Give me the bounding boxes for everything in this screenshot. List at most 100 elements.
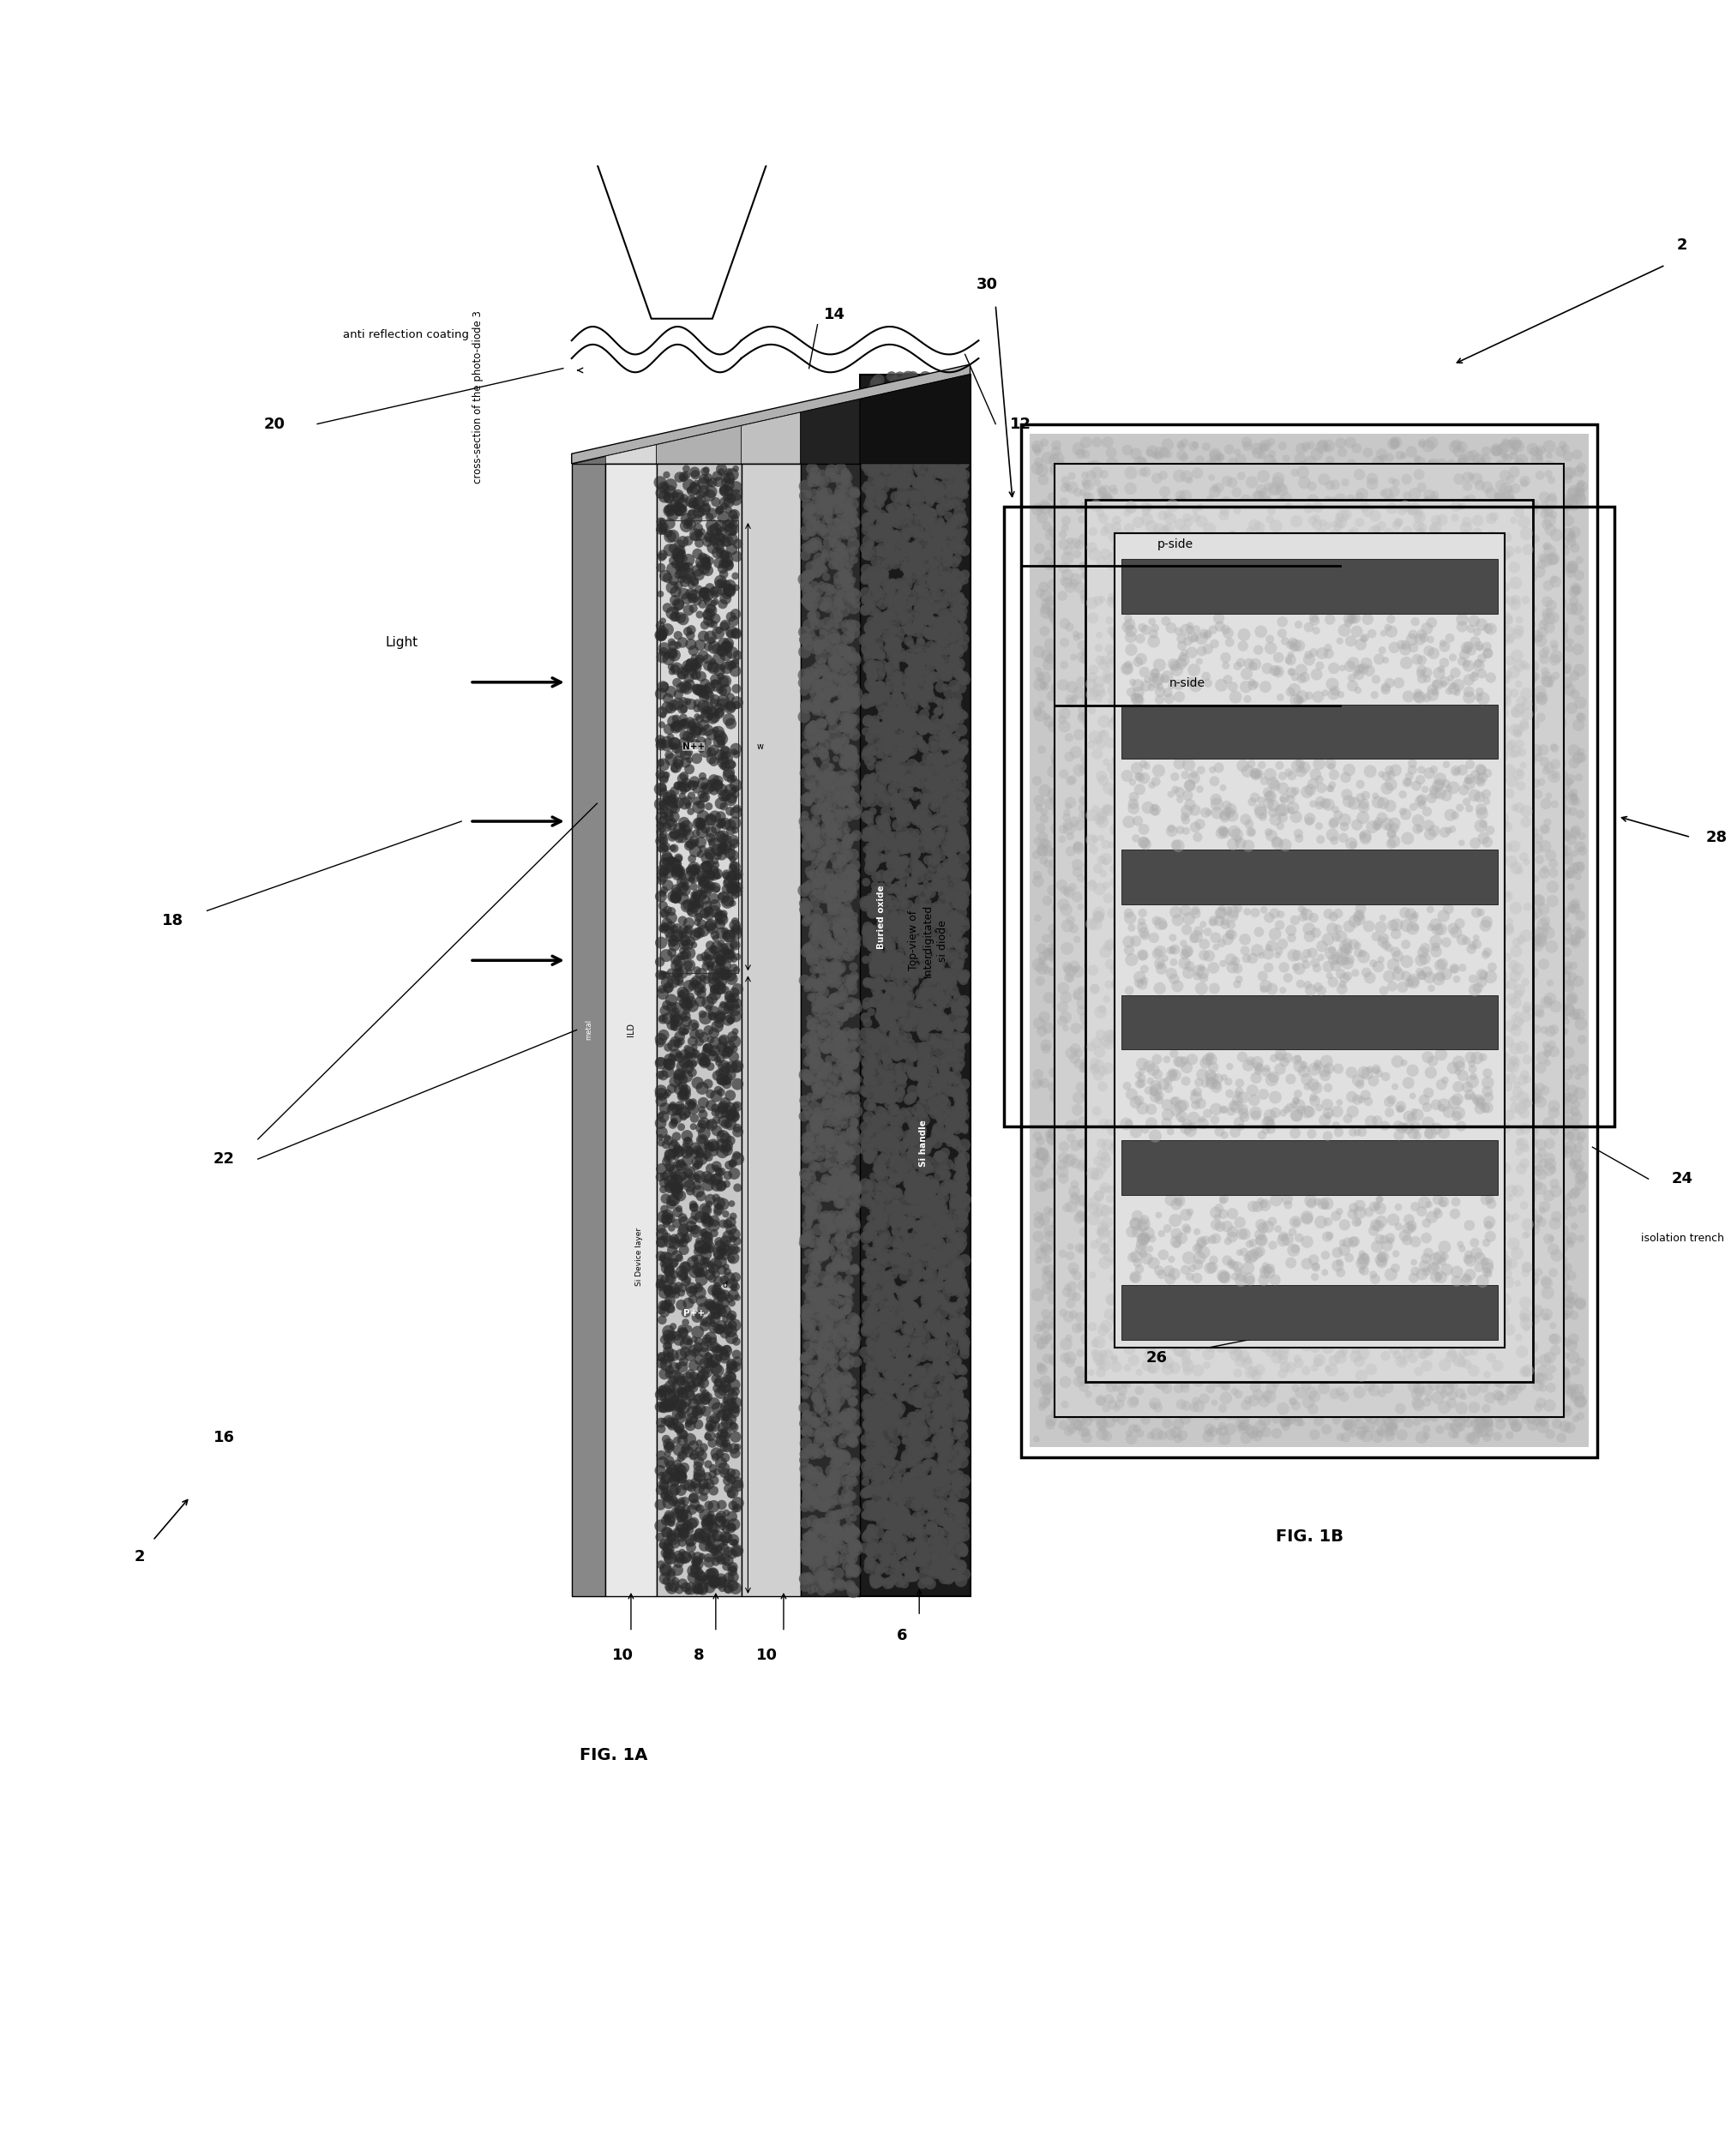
Point [1137,1026,1165,1061]
Point [1534,936,1561,970]
Point [878,638,905,673]
Point [1518,1035,1546,1069]
Point [682,647,710,681]
Point [1115,934,1142,968]
Point [800,968,827,1003]
Point [1393,487,1421,522]
Point [1274,1169,1302,1203]
Point [1468,865,1496,899]
Point [1071,509,1099,543]
Point [1153,940,1181,975]
Point [1085,1039,1113,1074]
Point [943,1317,971,1352]
Point [928,1063,956,1097]
Point [803,994,831,1028]
Point [1179,1214,1207,1248]
Point [1400,916,1428,951]
Point [1406,606,1433,640]
Point [795,1061,822,1095]
Point [890,1477,917,1511]
Point [1110,1276,1137,1311]
Point [1193,888,1220,923]
Point [923,931,950,966]
Point [1071,692,1099,727]
Point [1317,537,1345,571]
Point [680,1009,708,1044]
Point [874,1266,902,1300]
Point [1253,1253,1281,1287]
Point [855,1438,883,1473]
Point [658,1089,685,1123]
Point [1148,1065,1175,1100]
Point [914,507,942,541]
Point [1144,731,1172,765]
Point [1046,1005,1073,1039]
Point [1367,910,1395,944]
Point [1073,1350,1101,1384]
Point [1084,1197,1111,1231]
Point [658,843,685,877]
Point [924,780,952,815]
Point [826,862,853,897]
Point [1373,1112,1400,1147]
Point [1232,464,1260,498]
Point [1184,914,1212,949]
Point [1425,1177,1452,1212]
Point [1385,1048,1412,1082]
Point [1367,1222,1395,1257]
Point [692,453,720,487]
Point [1165,780,1193,815]
Point [1118,1169,1146,1203]
Point [1271,621,1298,655]
Point [933,455,961,489]
Point [1167,513,1194,548]
Point [1378,500,1406,535]
Point [1208,908,1236,942]
Point [883,1108,911,1143]
Point [1470,761,1497,796]
Point [1262,1210,1290,1244]
Point [708,634,736,668]
Point [1111,543,1139,578]
Point [1106,1052,1134,1087]
Point [897,1529,924,1563]
Point [1047,1074,1075,1108]
Point [1535,916,1563,951]
Point [1461,972,1489,1007]
Point [1054,808,1082,843]
Point [1246,1330,1274,1365]
Point [1104,1220,1132,1255]
Point [1532,660,1560,694]
Point [793,623,820,658]
Point [651,1462,679,1496]
Point [1490,1056,1518,1091]
Point [1433,852,1461,886]
Point [921,640,949,675]
Point [1059,959,1087,994]
Point [1357,940,1385,975]
Point [1490,1175,1518,1210]
Point [1284,668,1312,703]
Point [891,1240,919,1274]
Point [1387,791,1414,826]
Point [907,1076,935,1110]
Point [1231,798,1258,832]
Point [876,1488,904,1522]
Point [1373,1365,1400,1399]
Point [820,1076,848,1110]
Point [795,1093,822,1128]
Point [1141,655,1168,690]
Point [1030,832,1058,867]
Point [1165,1184,1193,1218]
Point [660,563,687,597]
Point [1430,1184,1458,1218]
Point [1537,1028,1565,1063]
Point [1444,1048,1471,1082]
Point [914,442,942,476]
Point [1113,1069,1141,1104]
Point [1444,768,1471,802]
Point [1359,617,1387,651]
Point [930,711,957,746]
Point [1175,1162,1203,1197]
Point [1051,1033,1078,1067]
